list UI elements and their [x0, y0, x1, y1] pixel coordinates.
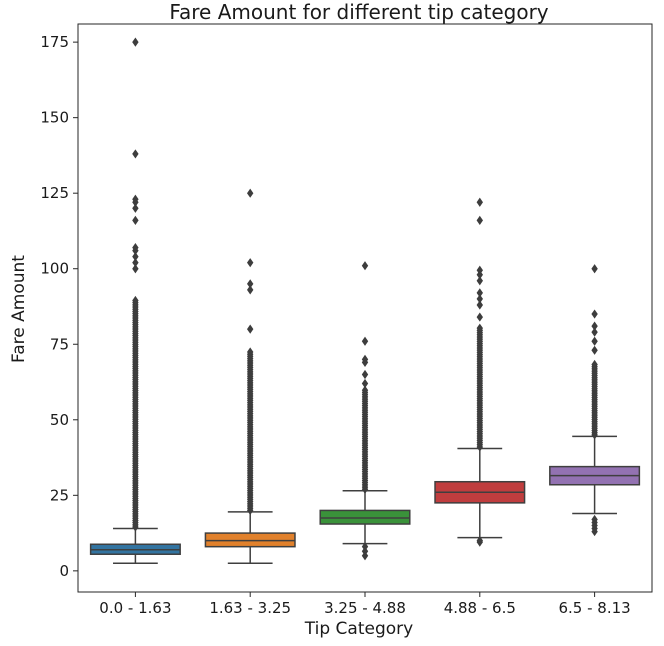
outlier-point: [476, 294, 483, 304]
outlier-point: [361, 261, 369, 271]
y-tick-label: 175: [40, 33, 69, 51]
y-tick-label: 150: [40, 109, 69, 127]
outlier-point: [591, 514, 598, 525]
outlier-point: [247, 285, 254, 295]
outlier-point: [591, 336, 598, 346]
outlier-point: [247, 188, 254, 198]
outlier-point: [591, 359, 598, 370]
chart-title: Fare Amount for different tip category: [169, 0, 548, 24]
outlier-point: [591, 321, 598, 331]
y-tick-label: 25: [50, 486, 69, 504]
y-tick-label: 0: [59, 562, 69, 580]
outlier-point: [132, 295, 139, 306]
outlier-point: [247, 347, 254, 357]
outlier-point: [591, 345, 598, 355]
outlier-point: [132, 215, 139, 225]
outlier-point: [132, 149, 139, 159]
x-tick-label: 0.0 - 1.63: [99, 599, 171, 617]
outlier-point: [476, 536, 483, 546]
outlier-point: [132, 194, 139, 204]
outlier-point: [361, 336, 369, 346]
outlier-point: [132, 264, 139, 274]
outlier-point: [591, 309, 598, 319]
outlier-point: [476, 265, 483, 275]
y-axis-label: Fare Amount: [9, 255, 29, 363]
outlier-point: [361, 385, 369, 395]
box: [319, 509, 411, 525]
box: [204, 532, 296, 548]
y-tick-label: 125: [40, 184, 69, 202]
outlier-point: [361, 378, 369, 389]
plot-area: 0 25 50 75 100 125 150 175 0.0 - 1.63 1.63 - 3.25…: [40, 23, 653, 617]
outlier-point: [132, 252, 139, 262]
outlier-point: [476, 288, 483, 298]
outlier-point: [132, 258, 139, 268]
outlier-point: [591, 327, 598, 337]
outlier-point: [476, 300, 483, 310]
outlier-point: [476, 312, 483, 322]
outlier-point: [361, 542, 369, 552]
outlier-point: [132, 203, 139, 213]
outlier-point: [247, 324, 254, 334]
outlier-point: [476, 197, 483, 207]
outlier-point: [247, 279, 254, 289]
outlier-point: [591, 264, 598, 274]
outlier-point: [132, 37, 139, 47]
outlier-point: [247, 258, 254, 268]
outlier-point: [476, 215, 483, 225]
y-tick-label: 50: [50, 411, 69, 429]
outlier-point: [476, 323, 483, 333]
outlier-point: [361, 354, 369, 364]
y-tick-label: 75: [50, 335, 69, 353]
outlier-point: [476, 276, 483, 286]
x-tick-label: 3.25 - 4.88: [324, 599, 406, 617]
x-tick-label: 1.63 - 3.25: [209, 599, 291, 617]
x-tick-label: 6.5 - 8.13: [558, 599, 630, 617]
x-tick-label: 4.88 - 6.5: [444, 599, 516, 617]
outlier-point: [132, 242, 139, 253]
y-tick-label: 100: [40, 260, 69, 278]
outlier-point: [361, 369, 369, 380]
x-axis-label: Tip Category: [304, 619, 413, 639]
